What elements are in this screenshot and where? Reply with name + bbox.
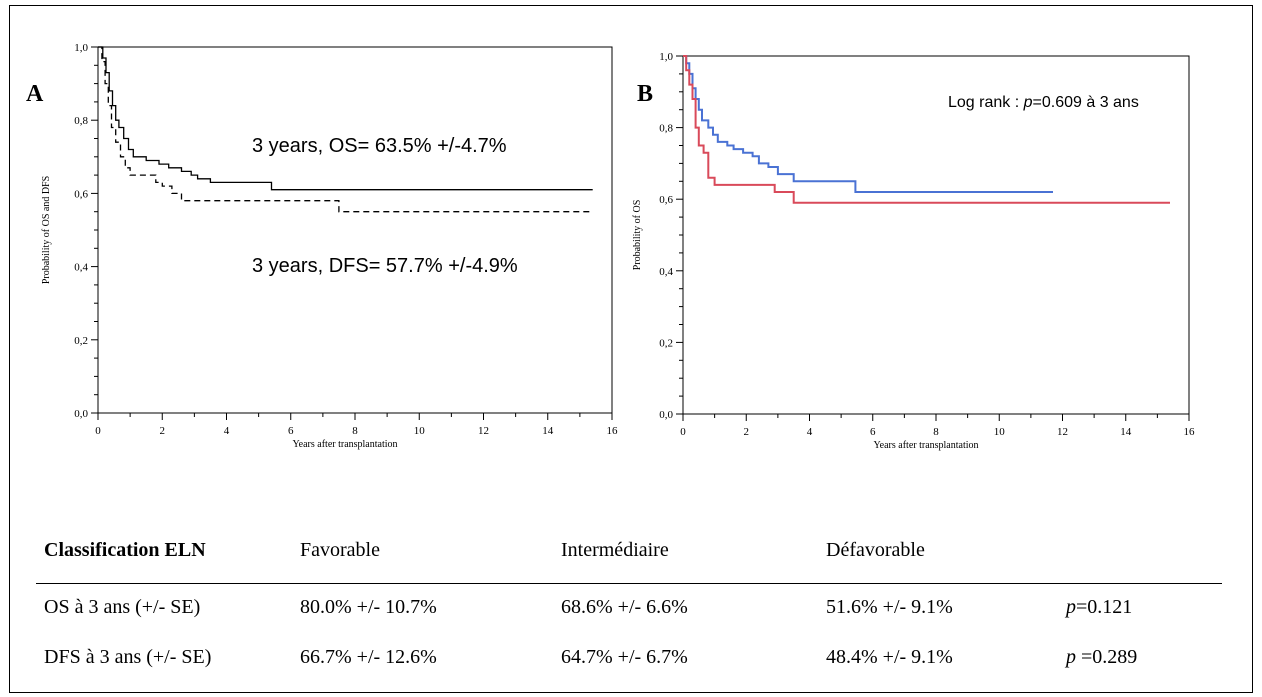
- x-tick-label: 14: [1120, 426, 1132, 438]
- x-tick-label: 16: [607, 425, 619, 437]
- x-tick-label: 2: [160, 425, 166, 437]
- x-tick-label: 8: [352, 425, 358, 437]
- x-tick-label: 0: [680, 426, 686, 438]
- p-number: =0.289: [1076, 646, 1138, 668]
- x-axis-label: Years after transplantation: [292, 439, 397, 450]
- panel-a-label: A: [26, 81, 44, 107]
- table-header-cell: Défavorable: [826, 539, 925, 561]
- table-cell: 68.6% +/- 6.6%: [561, 596, 688, 618]
- x-tick-label: 10: [414, 425, 426, 437]
- y-axis-label: Probability of OS and DFS: [41, 176, 52, 284]
- table-cell: 48.4% +/- 9.1%: [826, 646, 953, 668]
- y-tick-label: 0,2: [659, 337, 673, 349]
- eln-table: Classification ELN Favorable Intermédiai…: [36, 525, 1222, 678]
- table-header-cell: Favorable: [300, 539, 380, 561]
- y-tick-label: 1,0: [74, 42, 88, 54]
- panel-b-label: B: [637, 81, 653, 107]
- survival-curve-series-1: [98, 46, 593, 213]
- y-tick-label: 1,0: [659, 51, 673, 63]
- km-charts: A B 3 years, OS= 63.5% +/-4.7% 3 years, …: [26, 42, 1195, 451]
- p-letter: p: [1066, 646, 1076, 668]
- survival-curve-series-1: [683, 55, 1170, 204]
- x-tick-label: 12: [1057, 426, 1068, 438]
- p-value: p=0.121: [1066, 596, 1132, 619]
- y-axis-label: Probability of OS: [632, 200, 643, 271]
- figure-frame: [9, 5, 1253, 693]
- os-annotation: 3 years, OS= 63.5% +/-4.7%: [252, 135, 507, 157]
- p-number: =0.121: [1076, 596, 1133, 618]
- p-value: p =0.289: [1066, 646, 1137, 669]
- table-cell: 64.7% +/- 6.7%: [561, 646, 688, 668]
- table-cell: DFS à 3 ans (+/- SE): [44, 646, 212, 668]
- y-tick-label: 0,8: [659, 123, 673, 135]
- y-tick-label: 0,4: [659, 266, 673, 278]
- x-tick-label: 14: [542, 425, 554, 437]
- x-tick-label: 4: [807, 426, 813, 438]
- x-tick-label: 10: [994, 426, 1006, 438]
- x-tick-label: 8: [933, 426, 939, 438]
- table-cell: 66.7% +/- 12.6%: [300, 646, 437, 668]
- dfs-annotation: 3 years, DFS= 57.7% +/-4.9%: [252, 255, 518, 277]
- table-cell: 80.0% +/- 10.7%: [300, 596, 437, 618]
- logrank-prefix: Log rank :: [948, 94, 1024, 111]
- x-tick-label: 6: [870, 426, 876, 438]
- x-axis-label: Years after transplantation: [873, 440, 978, 451]
- x-tick-label: 16: [1184, 426, 1196, 438]
- table-row: OS à 3 ans (+/- SE) 80.0% +/- 10.7% 68.6…: [36, 588, 1222, 628]
- panel-b-plot: 0,0 0,2 0,4 0,6 0,8 1,0 0 2 4 6 8 10 12 14 16 Years aft…: [632, 51, 1195, 451]
- y-tick-label: 0,6: [659, 194, 673, 206]
- y-tick-label: 0,8: [74, 115, 88, 127]
- x-tick-label: 6: [288, 425, 294, 437]
- x-tick-label: 12: [478, 425, 489, 437]
- table-header-cell: Classification ELN: [44, 539, 206, 561]
- x-tick-label: 0: [95, 425, 101, 437]
- survival-curve-series-0: [683, 55, 1053, 193]
- x-tick-label: 4: [224, 425, 230, 437]
- table-cell: OS à 3 ans (+/- SE): [44, 596, 201, 618]
- p-letter: p: [1066, 596, 1076, 618]
- y-tick-label: 0,0: [659, 409, 673, 421]
- panel-a-plot: 0,0 0,2 0,4 0,6 0,8 1,0 0 2 4 6 8 10 12 14 16 Years aft…: [41, 42, 618, 450]
- plot-box: [97, 46, 613, 414]
- table-cell: 51.6% +/- 9.1%: [826, 596, 953, 618]
- logrank-suffix: =0.609 à 3 ans: [1033, 94, 1139, 111]
- logrank-p: p: [1023, 94, 1033, 111]
- x-tick-label: 2: [744, 426, 750, 438]
- y-tick-label: 0,4: [74, 262, 88, 274]
- y-tick-label: 0,2: [74, 335, 88, 347]
- survival-curve-series-0: [98, 46, 593, 191]
- table-header: Classification ELN Favorable Intermédiai…: [36, 525, 1222, 584]
- y-tick-label: 0,0: [74, 408, 88, 420]
- y-tick-label: 0,6: [74, 188, 88, 200]
- logrank-annotation: Log rank : p=0.609 à 3 ans: [948, 94, 1139, 111]
- table-header-cell: Intermédiaire: [561, 539, 669, 561]
- table-row: DFS à 3 ans (+/- SE) 66.7% +/- 12.6% 64.…: [36, 638, 1222, 678]
